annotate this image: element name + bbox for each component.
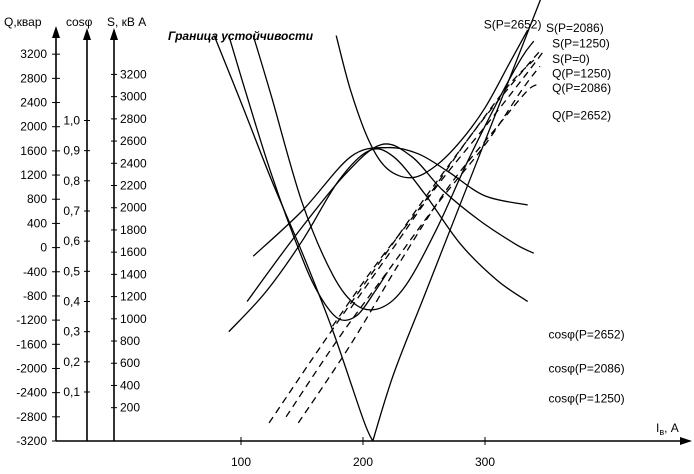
s-axis-label: S, кВ А bbox=[107, 15, 146, 29]
q-tick-label: -400 bbox=[23, 265, 47, 279]
q-tick-label: 2400 bbox=[20, 96, 47, 110]
s-tick-label: 2800 bbox=[120, 112, 147, 126]
series-q-p-2086- bbox=[268, 59, 535, 424]
s-tick-label: 1000 bbox=[120, 312, 147, 326]
s-tick-label: 1400 bbox=[120, 267, 147, 281]
curve-label: Q(P=2086) bbox=[552, 81, 611, 95]
q-tick-label: 0 bbox=[40, 241, 47, 255]
x-tick-label: 300 bbox=[475, 455, 495, 469]
axes bbox=[52, 26, 692, 445]
q-tick-label: -2800 bbox=[16, 410, 47, 424]
cos-axis-label: cosφ bbox=[66, 15, 93, 29]
q-axis-arrow bbox=[52, 26, 60, 38]
curve-label: S(P=0) bbox=[552, 52, 590, 66]
q-tick-label: 3200 bbox=[20, 47, 47, 61]
q-axis-label: Q,квар bbox=[4, 15, 42, 29]
curve-label: S(P=2086) bbox=[546, 21, 604, 35]
s-tick-label: 600 bbox=[120, 356, 140, 370]
series-s-p-0-left bbox=[213, 35, 374, 442]
cos-axis-arrow bbox=[83, 28, 91, 40]
curves bbox=[213, 0, 545, 442]
x-axis-arrow bbox=[680, 437, 692, 445]
q-tick-label: -800 bbox=[23, 289, 47, 303]
x-axis-label-sub: в bbox=[659, 427, 664, 437]
q-tick-label: -3200 bbox=[16, 434, 47, 448]
s-tick-label: 200 bbox=[120, 401, 140, 415]
x-axis-label-main: I bbox=[656, 421, 659, 435]
s-tick-label: 1200 bbox=[120, 290, 147, 304]
ticks: 3200 2800 2400 2000 1600 1200 800 400 0 -400 -800 -… bbox=[16, 47, 495, 469]
cos-tick-label: 0,2 bbox=[63, 355, 80, 369]
curve-label: cosφ(P=1250) bbox=[548, 392, 624, 406]
curve-label: cosφ(P=2652) bbox=[548, 328, 624, 342]
q-tick-label: 1200 bbox=[20, 168, 47, 182]
s-tick-label: 2200 bbox=[120, 179, 147, 193]
curve-label: cosφ(P=2086) bbox=[548, 361, 624, 375]
cos-tick-label: 0,9 bbox=[63, 144, 80, 158]
series-s-p-2652- bbox=[228, 35, 388, 322]
q-tick-label: 2000 bbox=[20, 120, 47, 134]
s-tick-label: 3200 bbox=[120, 67, 147, 81]
cos-tick-label: 0,1 bbox=[63, 385, 80, 399]
cos-tick-label: 0,8 bbox=[63, 174, 80, 188]
q-tick-label: 2800 bbox=[20, 71, 47, 85]
s-tick-label: 400 bbox=[120, 378, 140, 392]
x-axis-label: Iв, А bbox=[656, 421, 679, 437]
series-s-p-0- bbox=[372, 0, 542, 442]
curve-label: S(P=2652) bbox=[484, 17, 542, 31]
s-tick-label: 800 bbox=[120, 334, 140, 348]
series-q-upper-2 bbox=[350, 50, 545, 309]
cos-tick-label: 0,7 bbox=[63, 204, 80, 218]
s-axis-arrow bbox=[110, 28, 118, 40]
cos-tick-label: 0,5 bbox=[63, 264, 80, 278]
curve-labels: S(P=2652) S(P=2086)S(P=1250) S(P=0)Q(P=125… bbox=[484, 17, 625, 405]
s-tick-label: 2000 bbox=[120, 201, 147, 215]
q-tick-label: -1600 bbox=[16, 337, 47, 351]
x-tick-label: 100 bbox=[231, 455, 251, 469]
cos-tick-label: 0,6 bbox=[63, 234, 80, 248]
series-s-p-2086- bbox=[335, 29, 529, 179]
s-tick-label: 1600 bbox=[120, 245, 147, 259]
q-tick-label: -1200 bbox=[16, 313, 47, 327]
q-tick-label: -2400 bbox=[16, 386, 47, 400]
s-tick-label: 2600 bbox=[120, 134, 147, 148]
series-q-p-1250- bbox=[285, 65, 541, 418]
series-q-p-2652- bbox=[297, 83, 541, 424]
curve-label: Q(P=1250) bbox=[552, 66, 611, 80]
series-q-upper-1 bbox=[331, 50, 541, 327]
x-tick-label: 200 bbox=[353, 455, 373, 469]
s-tick-label: 2400 bbox=[120, 156, 147, 170]
q-tick-label: 400 bbox=[27, 216, 47, 230]
q-tick-label: 1600 bbox=[20, 144, 47, 158]
chart-title: Граница устойчивости bbox=[168, 29, 314, 43]
series-cos-p-1250- bbox=[228, 148, 529, 333]
x-axis-label-unit: , А bbox=[664, 421, 679, 435]
cos-tick-label: 1,0 bbox=[63, 113, 80, 127]
curve-label: Q(P=2652) bbox=[552, 109, 611, 123]
s-tick-label: 1800 bbox=[120, 223, 147, 237]
q-tick-label: 800 bbox=[27, 192, 47, 206]
series-cos-p-2086- bbox=[246, 143, 535, 302]
curve-label: S(P=1250) bbox=[552, 36, 610, 50]
s-tick-label: 3000 bbox=[120, 90, 147, 104]
cos-tick-label: 0,4 bbox=[63, 294, 80, 308]
q-tick-label: -2000 bbox=[16, 361, 47, 375]
cos-tick-label: 0,3 bbox=[63, 325, 80, 339]
